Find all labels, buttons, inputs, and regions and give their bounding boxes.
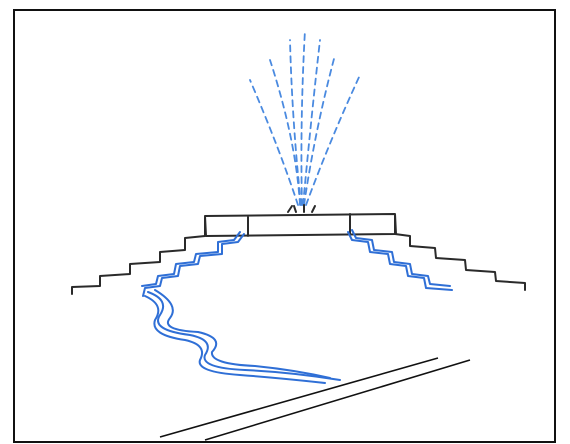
- fountain-spray: [249, 29, 361, 206]
- spray-line: [300, 29, 306, 206]
- road-lines: [159, 357, 471, 441]
- nozzles: [287, 204, 316, 213]
- left-water-steps: [141, 231, 241, 287]
- stream: [144, 289, 341, 384]
- stream-line: [144, 295, 326, 384]
- spray-line: [249, 79, 299, 206]
- spray-line: [303, 54, 336, 206]
- right-water-steps: [351, 229, 451, 287]
- stream-line: [154, 289, 331, 379]
- right-steps: [394, 215, 526, 291]
- spray-line: [305, 74, 361, 206]
- stream-line: [147, 291, 341, 381]
- left-water-steps: [142, 233, 245, 297]
- left-steps: [71, 217, 206, 295]
- frame: [13, 9, 556, 443]
- right-water-steps: [347, 231, 453, 291]
- spray-line: [289, 39, 302, 206]
- spray-line: [302, 39, 321, 206]
